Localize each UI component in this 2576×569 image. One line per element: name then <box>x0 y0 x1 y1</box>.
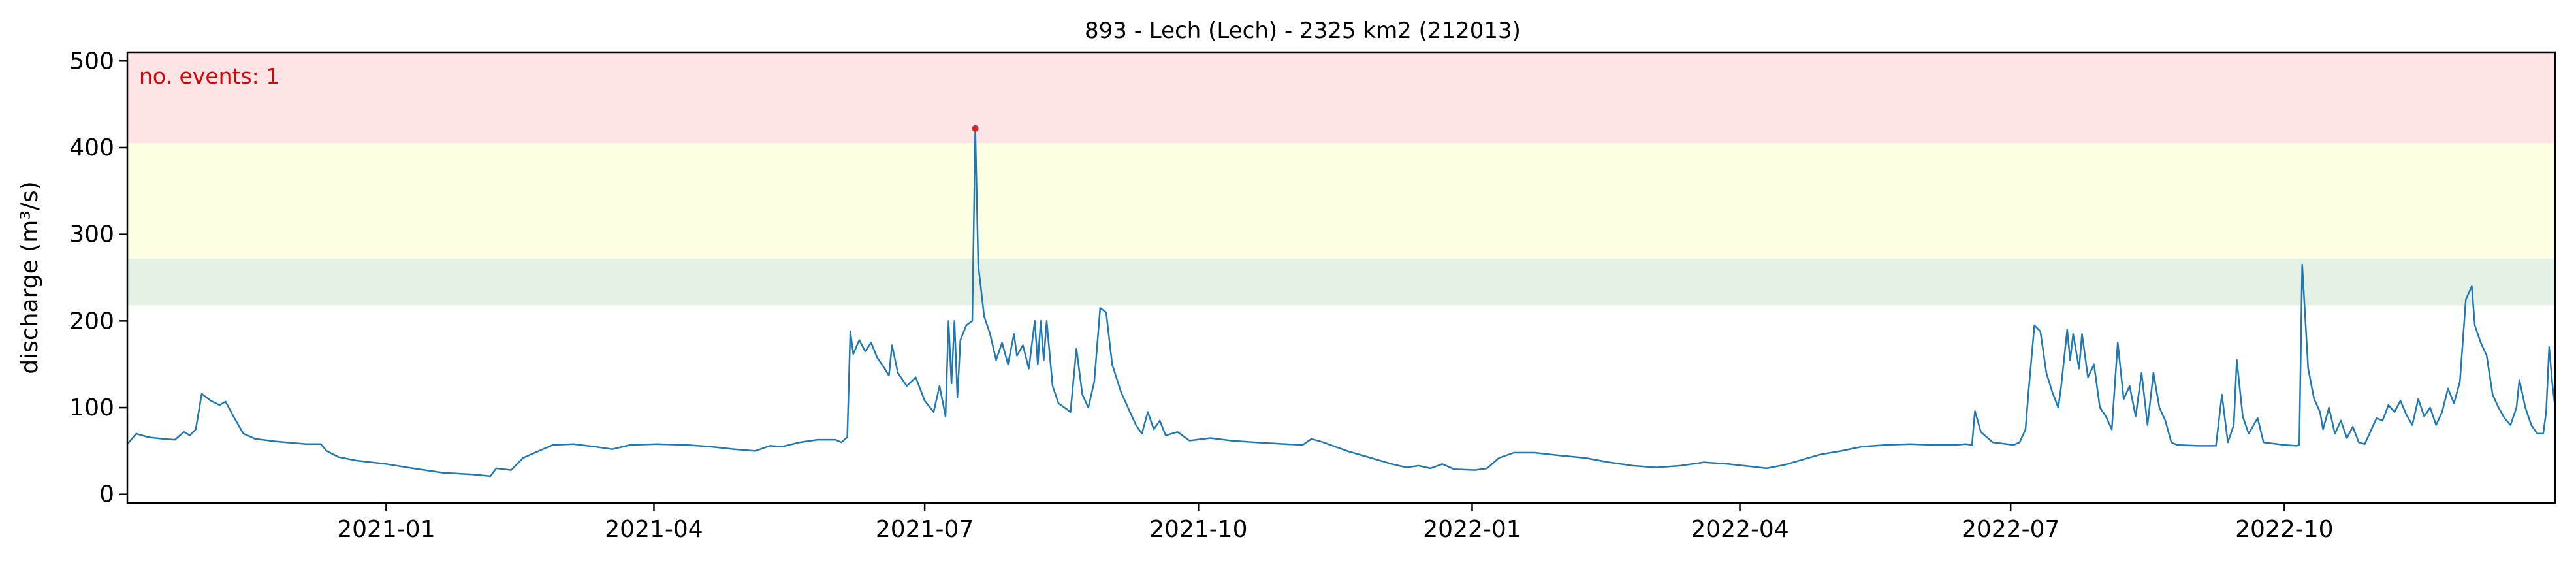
x-tick-label: 2021-01 <box>337 516 435 543</box>
y-axis-label: discharge (m³/s) <box>16 181 43 374</box>
threshold-band-1 <box>127 258 2555 306</box>
y-tick-label: 400 <box>69 135 114 161</box>
x-tick-label: 2021-04 <box>605 516 703 543</box>
event-marker <box>972 125 979 132</box>
threshold-band-3 <box>127 52 2555 144</box>
event-markers <box>972 125 979 132</box>
y-axis: 0 100 200 300 400 500 <box>69 48 127 508</box>
threshold-bands <box>127 52 2555 306</box>
y-tick-label: 0 <box>99 481 114 508</box>
y-tick-label: 300 <box>69 221 114 248</box>
x-tick-label: 2021-10 <box>1149 516 1247 543</box>
x-tick-label: 2022-07 <box>1962 516 2059 543</box>
discharge-series-line <box>127 127 2556 478</box>
chart-title: 893 - Lech (Lech) - 2325 km2 (212013) <box>1085 18 1521 44</box>
x-tick-label: 2022-04 <box>1691 516 1789 543</box>
y-tick-label: 100 <box>69 395 114 421</box>
y-tick-label: 500 <box>69 48 114 74</box>
x-tick-label: 2022-01 <box>1423 516 1521 543</box>
threshold-band-2 <box>127 143 2555 259</box>
x-tick-label: 2021-07 <box>876 516 974 543</box>
events-annotation: no. events: 1 <box>139 63 279 89</box>
plot-frame <box>126 51 2556 504</box>
series-lines <box>127 127 2556 478</box>
x-tick-label: 2022-10 <box>2235 516 2333 543</box>
x-axis: 2021-01 2021-04 2021-07 2021-10 2022-01 2022-… <box>337 503 2334 543</box>
y-tick-label: 200 <box>69 308 114 334</box>
